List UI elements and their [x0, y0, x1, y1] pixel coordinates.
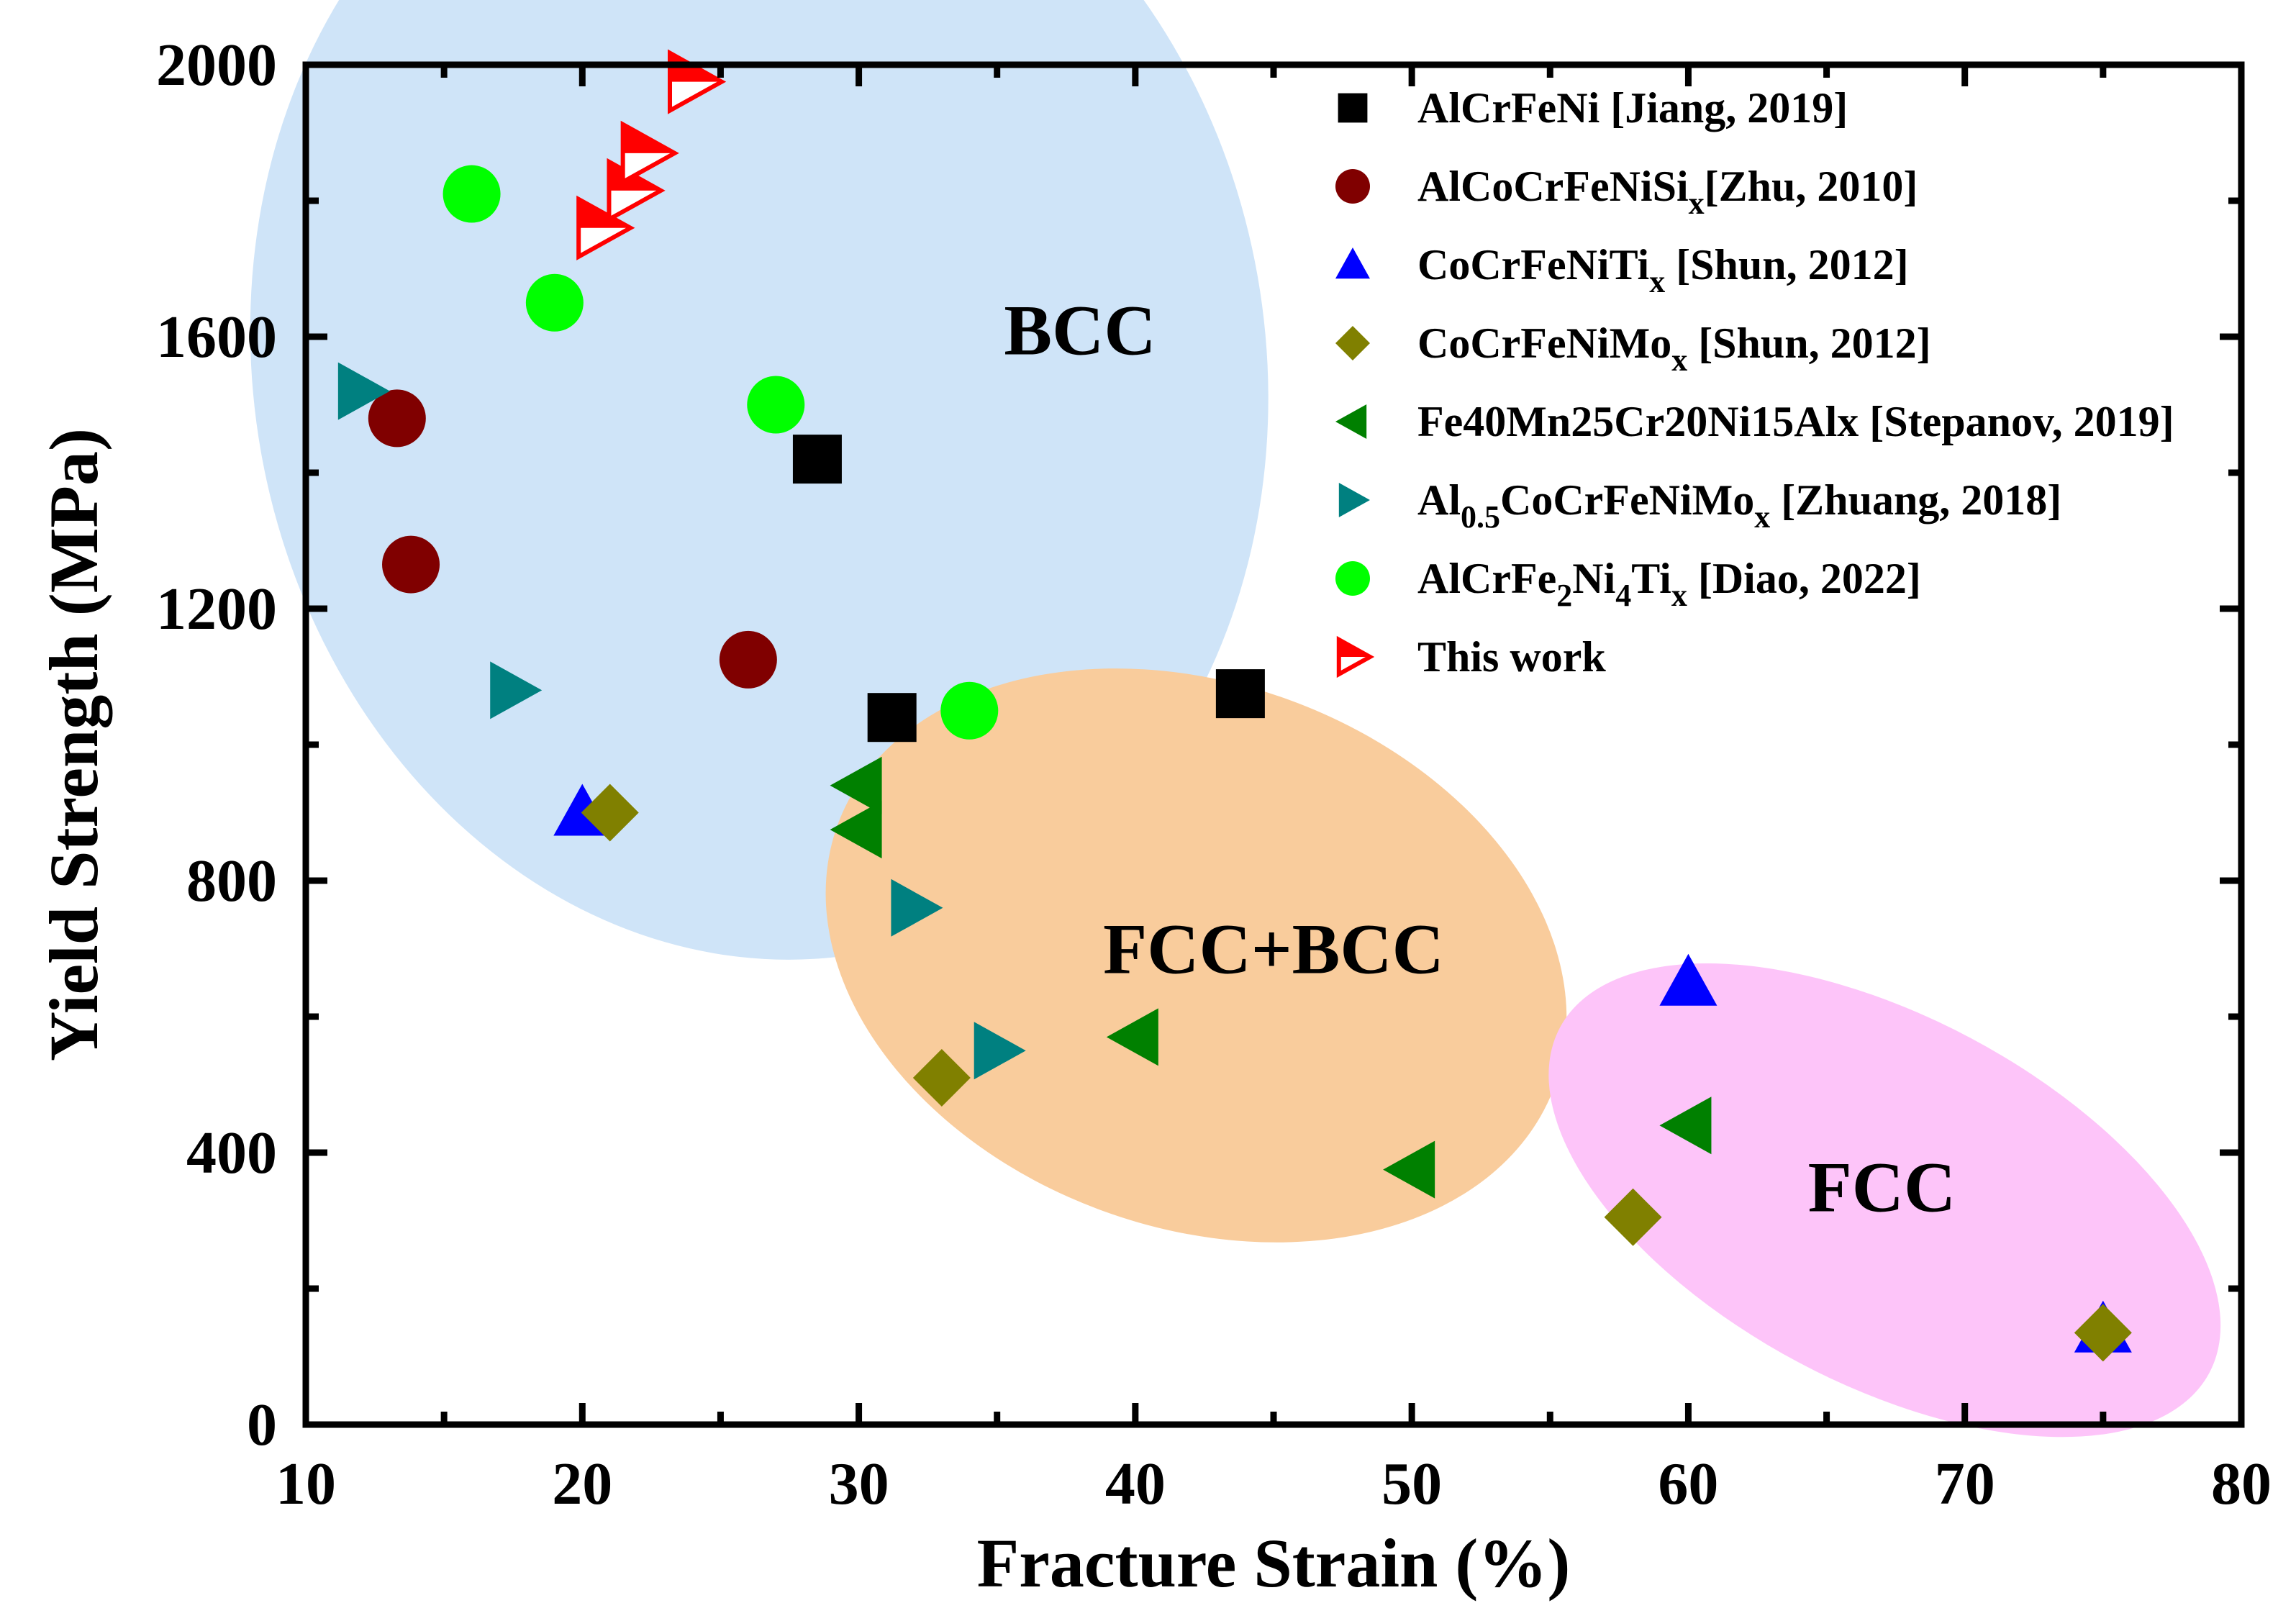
point-series-2-2: [382, 535, 440, 594]
legend-marker-7: [1335, 561, 1370, 596]
point-series-6-1: [337, 362, 390, 420]
point-series-6-3: [891, 878, 943, 937]
point-series-1-2: [867, 693, 917, 743]
point-series-2-3: [719, 630, 777, 689]
region-label-bcc: BCC: [1004, 291, 1156, 371]
region-labels: BCC FCC+BCC FCC: [1004, 291, 1956, 1227]
point-series-4-3: [1604, 1188, 1662, 1246]
point-series-6-4: [974, 1022, 1026, 1080]
legend-label-3: CoCrFeNiTix [Shun, 2012]: [1417, 241, 1909, 299]
point-series-5-3: [1106, 1008, 1158, 1066]
legend-label-5: Fe40Mn25Cr20Ni15Alx [Stepanov, 2019]: [1417, 398, 2174, 445]
point-series-7-4: [940, 681, 999, 740]
y-tick-label: 1200: [156, 576, 277, 643]
legend-marker-3: [1335, 248, 1370, 279]
x-tick-label: 70: [1935, 1450, 1995, 1517]
point-series-1-1: [792, 435, 842, 484]
legend: AlCrFeNi [Jiang, 2019] AlCoCrFeNiSix[Zhu,…: [1335, 84, 2174, 681]
x-tick-label: 60: [1658, 1450, 1718, 1517]
point-series-2-1: [368, 389, 426, 448]
point-series-4-1: [581, 784, 639, 842]
point-series-1-3: [1215, 669, 1265, 719]
point-series-7-1: [443, 165, 501, 223]
legend-marker-2: [1335, 169, 1370, 204]
legend-label-4: CoCrFeNiMox [Shun, 2012]: [1417, 319, 1931, 378]
point-series-4-4: [2074, 1304, 2132, 1362]
point-series-5-5: [1659, 1096, 1712, 1155]
x-tick-label: 20: [552, 1450, 612, 1517]
y-tick-label: 0: [247, 1391, 277, 1458]
region-label-fcc: FCC: [1808, 1147, 1956, 1227]
legend-marker-8: [1336, 635, 1375, 678]
legend-marker-1: [1338, 93, 1368, 123]
legend-label-6: Al0.5CoCrFeNiMox [Zhuang, 2018]: [1417, 476, 2061, 535]
y-tick-label: 2000: [156, 32, 277, 99]
x-axis-title: Fracture Strain (%): [977, 1525, 1571, 1602]
x-tick-label: 50: [1381, 1450, 1442, 1517]
x-tick-label: 40: [1105, 1450, 1166, 1517]
y-tick-label: 1600: [156, 304, 277, 371]
region-label-fcc-bcc: FCC+BCC: [1103, 909, 1444, 989]
point-series-8-1: [576, 195, 635, 260]
data-points: [337, 49, 2132, 1362]
legend-marker-5: [1335, 404, 1367, 439]
point-series-4-2: [912, 1049, 971, 1107]
legend-label-2: AlCoCrFeNiSix[Zhu, 2010]: [1417, 163, 1918, 221]
point-series-6-2: [490, 661, 543, 719]
x-tick-label: 80: [2211, 1450, 2272, 1517]
y-tick-label: 800: [186, 848, 277, 914]
legend-label-8: This work: [1417, 633, 1606, 681]
y-tick-label: 400: [186, 1120, 277, 1186]
legend-marker-4: [1335, 326, 1370, 360]
point-series-5-1: [830, 756, 882, 814]
region-fcc-bcc: [825, 668, 1567, 1243]
point-series-5-4: [1383, 1140, 1435, 1199]
point-series-7-2: [525, 273, 584, 332]
legend-marker-6: [1338, 483, 1370, 517]
point-series-7-3: [747, 376, 805, 434]
point-series-5-2: [830, 801, 882, 859]
legend-label-7: AlCrFe2Ni4Tix [Diao, 2022]: [1417, 555, 1921, 613]
point-series-3-2: [1659, 953, 1718, 1006]
legend-label-1: AlCrFeNi [Jiang, 2019]: [1417, 84, 1848, 132]
point-series-8-3: [620, 120, 679, 186]
region-fcc: [1548, 963, 2221, 1438]
y-axis-title: Yield Strength (MPa): [35, 428, 112, 1061]
x-tick-label: 10: [276, 1450, 336, 1517]
x-tick-label: 30: [829, 1450, 889, 1517]
phase-regions: [250, 0, 2221, 1438]
